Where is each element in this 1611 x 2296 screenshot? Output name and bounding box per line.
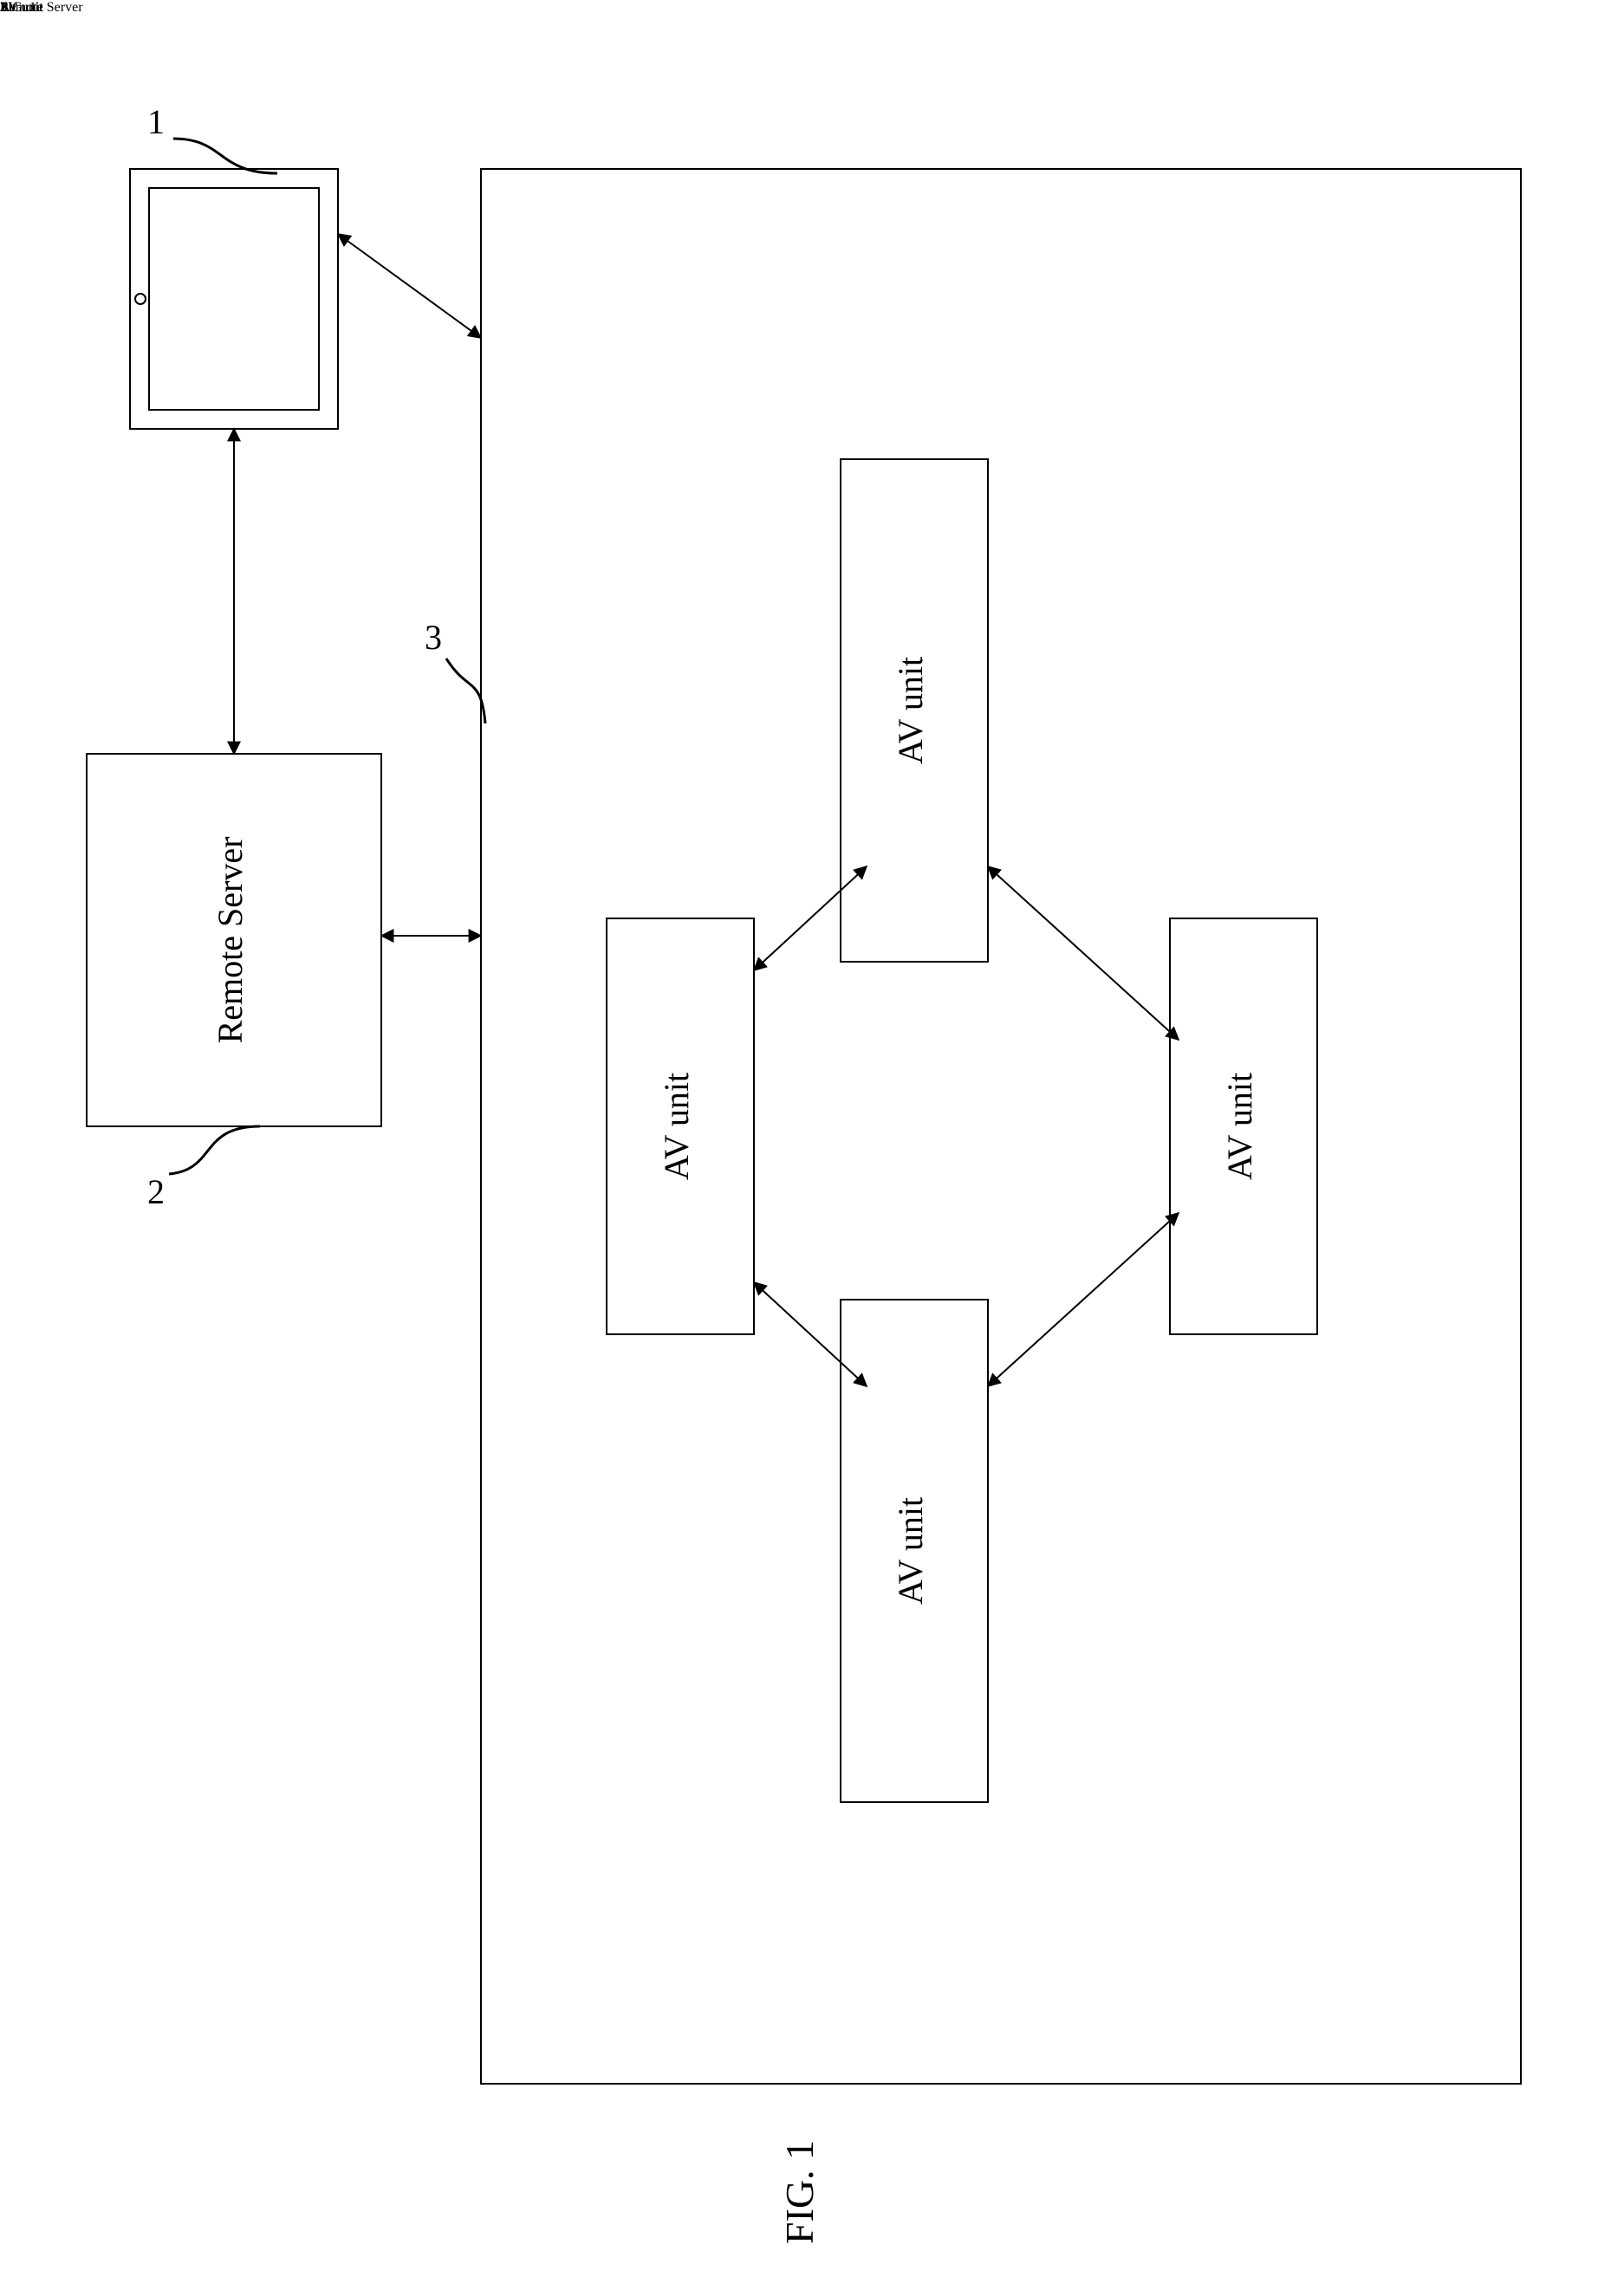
svg-text:AV unit: AV unit — [1220, 1073, 1259, 1180]
svg-text:AV unit: AV unit — [891, 657, 930, 764]
svg-text:1: 1 — [147, 102, 165, 141]
svg-text:Remote Server: Remote Server — [211, 837, 250, 1044]
svg-text:AV unit: AV unit — [657, 1073, 696, 1180]
svg-text:3: 3 — [425, 618, 442, 657]
svg-text:AV unit: AV unit — [891, 1497, 930, 1605]
svg-text:FIG. 1: FIG. 1 — [777, 2140, 822, 2244]
svg-text:2: 2 — [147, 1172, 165, 1211]
